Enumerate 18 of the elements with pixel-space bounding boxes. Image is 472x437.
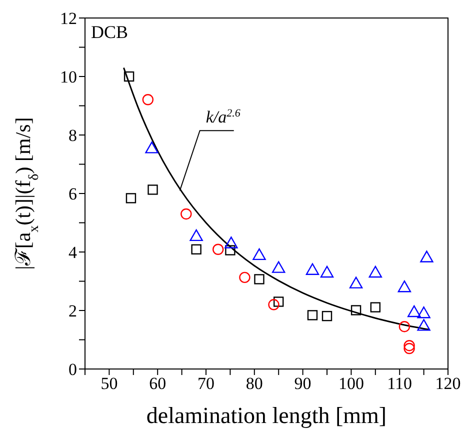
annotation: k/a$^{2.6}$ <box>206 108 241 127</box>
chart-title: DCB <box>91 22 128 42</box>
x-tick-label: 110 <box>387 374 412 394</box>
x-tick-label: 70 <box>198 374 214 394</box>
y-tick-label: 8 <box>68 126 77 146</box>
y-tick-label: 6 <box>68 184 77 204</box>
x-tick-label: 120 <box>435 374 461 394</box>
x-axis-title: delamination length [mm] <box>146 403 387 428</box>
x-tick-label: 60 <box>149 374 166 394</box>
x-tick-label: 80 <box>246 374 263 394</box>
y-tick-label: 2 <box>68 302 77 321</box>
y-tick-label: 0 <box>68 360 77 380</box>
y-tick-label: 4 <box>68 243 78 262</box>
y-tick-label: 10 <box>60 68 77 87</box>
y-tick-label: 12 <box>60 9 77 28</box>
x-tick-label: 50 <box>100 374 118 394</box>
x-tick-label: 90 <box>294 374 312 394</box>
x-tick-label: 100 <box>338 374 364 394</box>
